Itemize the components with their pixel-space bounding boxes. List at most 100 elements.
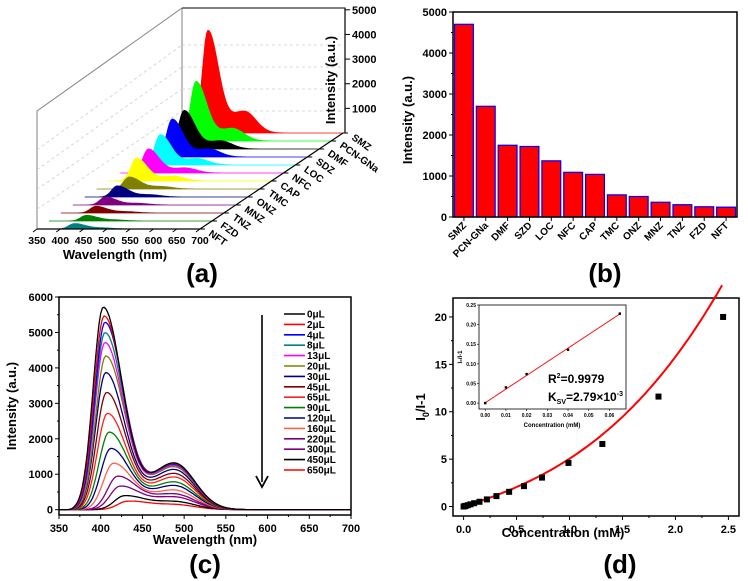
panel-d-points xyxy=(460,313,727,510)
data-point xyxy=(655,393,662,400)
bar-nfc xyxy=(563,171,584,218)
panel-a-letter: (a) xyxy=(186,258,218,288)
data-point xyxy=(506,488,513,495)
y-tick-label: 3000 xyxy=(423,89,447,101)
spectrum-sdz xyxy=(144,118,308,158)
x-tick-label: 450 xyxy=(75,235,93,247)
x-tick-label: 500 xyxy=(175,523,193,535)
inset-y-tick-label: 0.20 xyxy=(466,323,476,329)
x-tick xyxy=(125,228,131,233)
panel-c-x-ticks: 350 400 450 500 550 600 650 700 xyxy=(50,515,360,535)
legend-label: 65μL xyxy=(307,393,330,404)
y-tick-label: 0 xyxy=(47,505,53,517)
inset-point xyxy=(504,386,508,389)
panel-a-z-label: Intensity (a.u.) xyxy=(323,36,338,124)
inset-y-tick-label: 0.10 xyxy=(466,362,476,368)
bar-tmc xyxy=(606,194,627,218)
y-tick-label: 6000 xyxy=(29,292,53,304)
z-tick-label: 1000 xyxy=(352,103,376,115)
x-tick-label: FZD xyxy=(688,220,710,242)
bar-fzd xyxy=(694,206,715,218)
inset-x-tick-label: 0.01 xyxy=(501,413,511,419)
x-tick-label: 1.5 xyxy=(615,524,630,536)
x-tick-label: 2.0 xyxy=(668,524,683,536)
x-tick-label: TMC xyxy=(599,220,622,243)
panel-a-series xyxy=(37,29,343,230)
legend-label: 220μL xyxy=(307,434,336,445)
y-tick-label: 1000 xyxy=(423,171,447,183)
x-tick-label: 600 xyxy=(258,523,276,535)
x-tick-label: 650 xyxy=(168,235,186,247)
bar-pcn-gna xyxy=(475,105,496,218)
panel-c-legend: 0μL2μL4μL8μL13μL20μL30μL45μL65μL90μL120μ… xyxy=(284,310,336,477)
legend-label: 160μL xyxy=(307,424,336,435)
y-tick-label: 1000 xyxy=(29,469,53,481)
x-tick-label: SZD xyxy=(513,220,535,242)
x-tick xyxy=(149,228,154,233)
legend-label: 20μL xyxy=(307,362,330,373)
z-tick-label: 4000 xyxy=(352,29,376,41)
inset-points xyxy=(484,312,621,405)
line-0μL xyxy=(59,306,351,511)
y-tick-label: 15 xyxy=(435,359,447,371)
x-tick-label: LOC xyxy=(534,220,557,243)
inset-y-tick-label: 0.15 xyxy=(466,342,476,348)
x-tick-label: 500 xyxy=(98,235,116,247)
x-tick-label: 600 xyxy=(145,235,163,247)
x-tick xyxy=(172,228,178,233)
bar-mnz xyxy=(650,201,671,218)
panel-b-letter: (b) xyxy=(588,258,621,288)
inset-x-ticks: 0.00 0.01 0.02 0.03 0.04 0.05 0.06 xyxy=(480,409,615,419)
inset-y-tick-label: 0.25 xyxy=(466,303,476,309)
x-tick-label: 550 xyxy=(121,235,139,247)
legend-label: 13μL xyxy=(307,351,330,362)
x-tick-label: 700 xyxy=(191,235,209,247)
panel-a-3d-spectra: 350 400 450 500 550 600 650 700 1000 2000 3000 400… xyxy=(28,5,381,288)
y-tick-label: 20 xyxy=(435,312,447,324)
x-tick-label: NFT xyxy=(710,220,732,242)
panel-c-lines xyxy=(59,306,351,511)
inset-point xyxy=(484,401,487,405)
panel-d-letter: (d) xyxy=(603,549,636,579)
bar-onz xyxy=(628,195,649,218)
inset-point xyxy=(525,372,528,376)
legend-label: 450μL xyxy=(307,455,336,466)
y-tick-label: 0 xyxy=(441,502,447,514)
spectrum-nfc xyxy=(120,148,284,174)
panel-c-line-chart: 0 1000 2000 3000 4000 5000 6000 350 400 450 500 55… xyxy=(4,292,360,579)
bar-cap xyxy=(584,173,606,218)
bar-szd xyxy=(519,145,540,218)
spectrum-onz xyxy=(84,185,248,198)
y-tick-label: 10 xyxy=(435,407,447,419)
inset-fit-line xyxy=(484,313,621,404)
grid-line xyxy=(36,44,183,151)
panel-b-y-ticks: 0 1000 2000 3000 4000 5000 xyxy=(423,7,453,224)
x-tick-label: TNZ xyxy=(666,220,688,242)
panel-a-category-labels: SMZPCN-GNaDMFSDZLOCNFCCAPTMCONZMNZTNZFZD… xyxy=(200,132,381,249)
y-tick-label: 4000 xyxy=(423,48,447,60)
y-tick-label: 3000 xyxy=(29,398,53,410)
x-tick-label: 2.5 xyxy=(721,524,736,536)
y-tick-label: 2000 xyxy=(423,130,447,142)
y-tick-label: 5 xyxy=(441,454,447,466)
bar-smz xyxy=(453,23,474,218)
x-tick-label: 650 xyxy=(300,523,318,535)
panel-d-x-ticks: 0.0 0.5 1.0 1.5 2.0 2.5 xyxy=(456,516,736,536)
inset-point xyxy=(618,312,621,315)
x-tick-label: 0.0 xyxy=(456,524,471,536)
y-tick-label: 5000 xyxy=(29,327,53,339)
panel-d-y-label: I0/I-1 xyxy=(413,393,431,420)
spectrum-mnz xyxy=(72,196,236,206)
panel-a-z-ticks: 1000 2000 3000 4000 5000 xyxy=(345,5,376,115)
spectrum-fzd xyxy=(48,215,212,222)
legend-label: 2μL xyxy=(307,320,325,331)
bar-loc xyxy=(541,160,562,218)
spectrum-pcn-gna xyxy=(168,80,332,142)
legend-label: 4μL xyxy=(307,330,325,341)
y-tick-label: 4000 xyxy=(29,363,53,375)
x-tick-label: 350 xyxy=(28,235,46,247)
x-tick-label: CAP xyxy=(577,220,600,243)
inset-x-tick-label: 0.03 xyxy=(542,413,552,419)
